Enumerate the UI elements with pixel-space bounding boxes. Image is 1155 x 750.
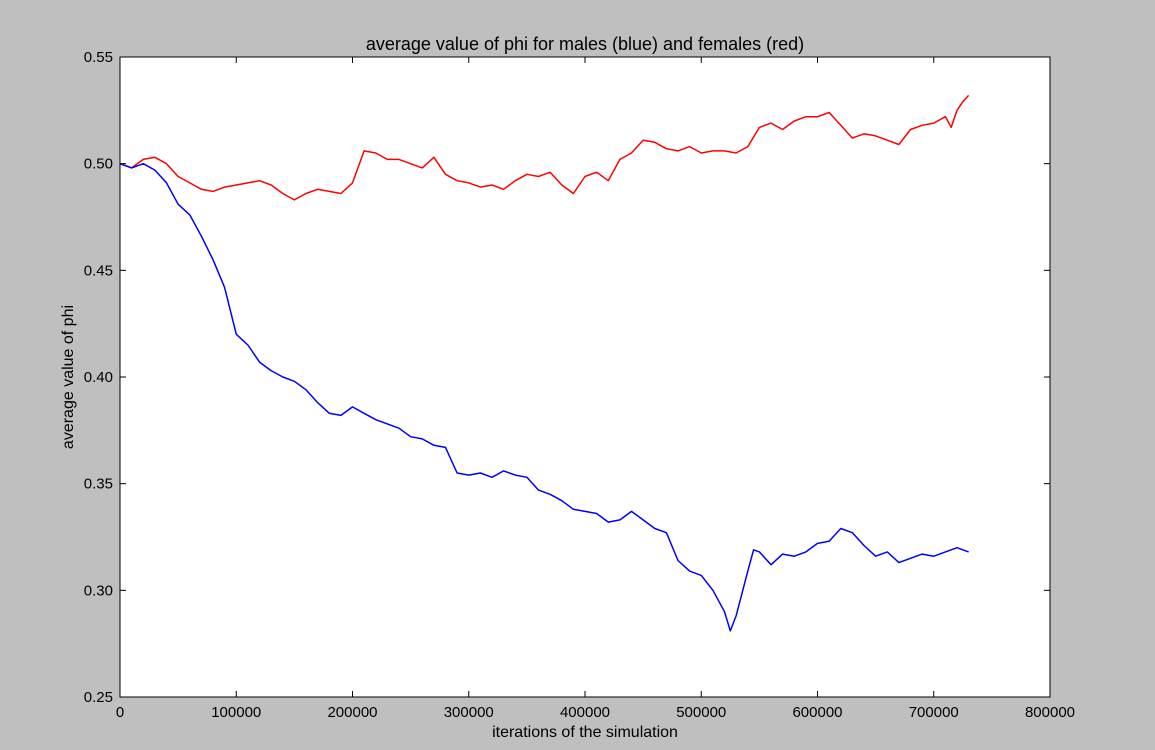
y-tick-label: 0.50: [84, 156, 113, 173]
y-tick-label: 0.45: [84, 262, 113, 279]
x-tick-label: 800000: [1025, 704, 1075, 721]
ticks-layer: [119, 56, 1051, 698]
y-tick-label: 0.55: [84, 49, 113, 66]
plot-frame: [119, 56, 1051, 698]
chart-title: average value of phi for males (blue) an…: [366, 34, 804, 54]
x-tick-label: 200000: [327, 704, 377, 721]
y-tick-label: 0.35: [84, 476, 113, 493]
x-tick-label: 0: [116, 704, 124, 721]
x-tick-label: 700000: [909, 704, 959, 721]
series-line-1: [119, 162, 969, 632]
y-tick-label: 0.25: [84, 689, 113, 706]
x-tick-label: 400000: [560, 704, 610, 721]
x-tick-label: 500000: [676, 704, 726, 721]
x-tick-labels: 0 100000 200000 300000 400000 500000 600000 700…: [116, 704, 1075, 721]
plot-area: [120, 57, 1050, 697]
x-axis-label: iterations of the simulation: [492, 724, 678, 741]
y-tick-label: 0.40: [84, 369, 113, 386]
y-tick-labels: 0.25 0.30 0.35 0.40 0.45 0.50 0.55: [84, 49, 113, 706]
y-axis-label: average value of phi: [60, 305, 77, 449]
series-line-0: [119, 94, 970, 201]
series-layer: [119, 94, 970, 632]
y-tick-label: 0.30: [84, 582, 113, 599]
x-tick-label: 100000: [211, 704, 261, 721]
x-tick-label: 300000: [444, 704, 494, 721]
x-tick-label: 600000: [792, 704, 842, 721]
